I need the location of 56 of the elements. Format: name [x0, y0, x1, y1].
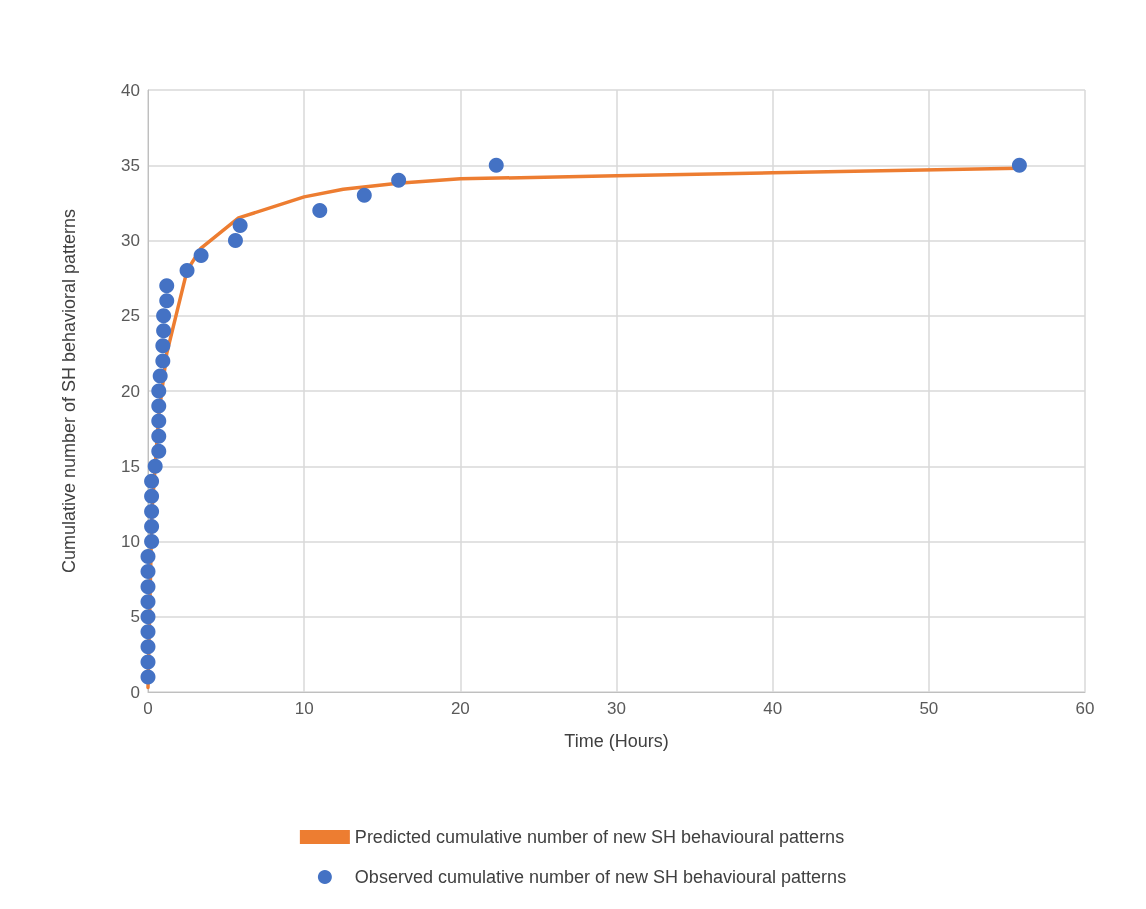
- point: [140, 564, 156, 580]
- y-tick-label: 15: [121, 456, 140, 476]
- y-tick-label: 5: [130, 607, 140, 627]
- y-tick-label: 25: [121, 306, 140, 326]
- x-tick-label: 30: [607, 699, 626, 718]
- x-tick-label: 60: [1075, 699, 1095, 718]
- legend-label: Observed cumulative number of new SH behavioural patterns: [354, 867, 847, 887]
- point: [140, 639, 156, 655]
- point: [156, 323, 172, 339]
- point: [144, 488, 160, 504]
- point: [155, 338, 171, 354]
- y-tick-label: 10: [121, 532, 140, 551]
- point: [312, 202, 328, 218]
- point: [159, 293, 175, 309]
- point: [356, 187, 372, 203]
- point: [140, 609, 156, 625]
- point: [151, 428, 167, 444]
- point: [152, 368, 168, 384]
- point: [151, 383, 167, 399]
- point: [140, 594, 156, 610]
- point: [144, 534, 160, 549]
- point: [144, 518, 160, 534]
- point: [140, 669, 156, 685]
- point: [140, 579, 156, 595]
- point: [232, 217, 248, 233]
- y-tick-label: 0: [130, 682, 140, 702]
- x-tick-label: 40: [763, 699, 783, 718]
- point: [179, 263, 195, 279]
- point: [140, 549, 156, 565]
- y-tick-label: 35: [121, 155, 140, 175]
- point: [144, 473, 160, 489]
- x-axis-title: Time (Hours): [564, 731, 669, 751]
- point: [488, 157, 504, 173]
- point: [147, 458, 163, 474]
- y-tick-label: 30: [121, 231, 140, 250]
- x-tick-label: 0: [143, 699, 153, 718]
- y-axis-title: Cumulative number of SH behavioral patterns: [59, 208, 79, 574]
- x-tick-label: 50: [919, 699, 939, 718]
- point: [159, 278, 175, 294]
- point: [391, 172, 407, 188]
- point: [151, 443, 167, 459]
- point: [227, 233, 243, 248]
- point: [155, 353, 171, 369]
- point: [1011, 157, 1027, 173]
- legend-label: Predicted cumulative number of new SH behavioural patterns: [354, 827, 845, 847]
- point: [140, 654, 156, 670]
- y-tick-label: 40: [121, 80, 140, 100]
- point: [151, 398, 167, 414]
- x-tick-label: 10: [294, 699, 314, 718]
- point: [140, 624, 156, 640]
- point: [156, 308, 172, 324]
- point: [193, 248, 209, 264]
- y-tick-label: 20: [121, 381, 140, 401]
- point: [151, 413, 167, 429]
- point: [144, 503, 160, 519]
- x-tick-label: 20: [450, 699, 470, 718]
